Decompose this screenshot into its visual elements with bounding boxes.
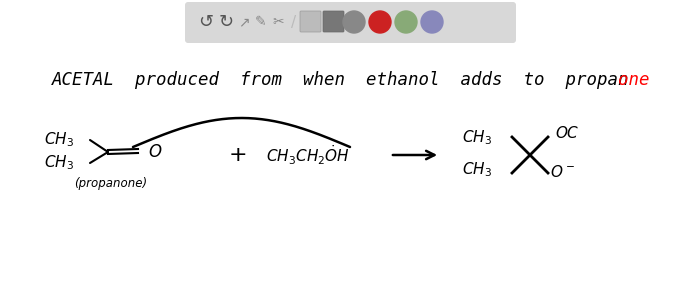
Text: $CH_3$: $CH_3$ [462,161,492,179]
Circle shape [369,11,391,33]
Text: $CH_3$: $CH_3$ [44,154,74,172]
Text: ✂: ✂ [272,15,284,29]
Text: $CH_3CH_2\dot{O}H$: $CH_3CH_2\dot{O}H$ [266,143,350,167]
Text: ↗: ↗ [238,15,250,29]
Text: OC: OC [555,125,578,141]
Text: O: O [148,143,161,161]
Text: $O^-$: $O^-$ [550,164,575,180]
Text: ↻: ↻ [218,13,234,31]
FancyBboxPatch shape [300,11,321,32]
FancyBboxPatch shape [185,2,516,43]
Text: (propanone): (propanone) [74,176,147,190]
FancyBboxPatch shape [323,11,344,32]
Text: +: + [229,145,247,165]
Circle shape [343,11,365,33]
Text: ✎: ✎ [256,15,267,29]
Circle shape [421,11,443,33]
Text: /: / [291,15,297,30]
Text: one: one [618,71,650,89]
Circle shape [395,11,417,33]
Text: $CH_3$: $CH_3$ [462,129,492,147]
Text: ↺: ↺ [198,13,214,31]
Text: ACETAL  produced  from  when  ethanol  adds  to  propan: ACETAL produced from when ethanol adds t… [52,71,629,89]
Text: $CH_3$: $CH_3$ [44,131,74,149]
